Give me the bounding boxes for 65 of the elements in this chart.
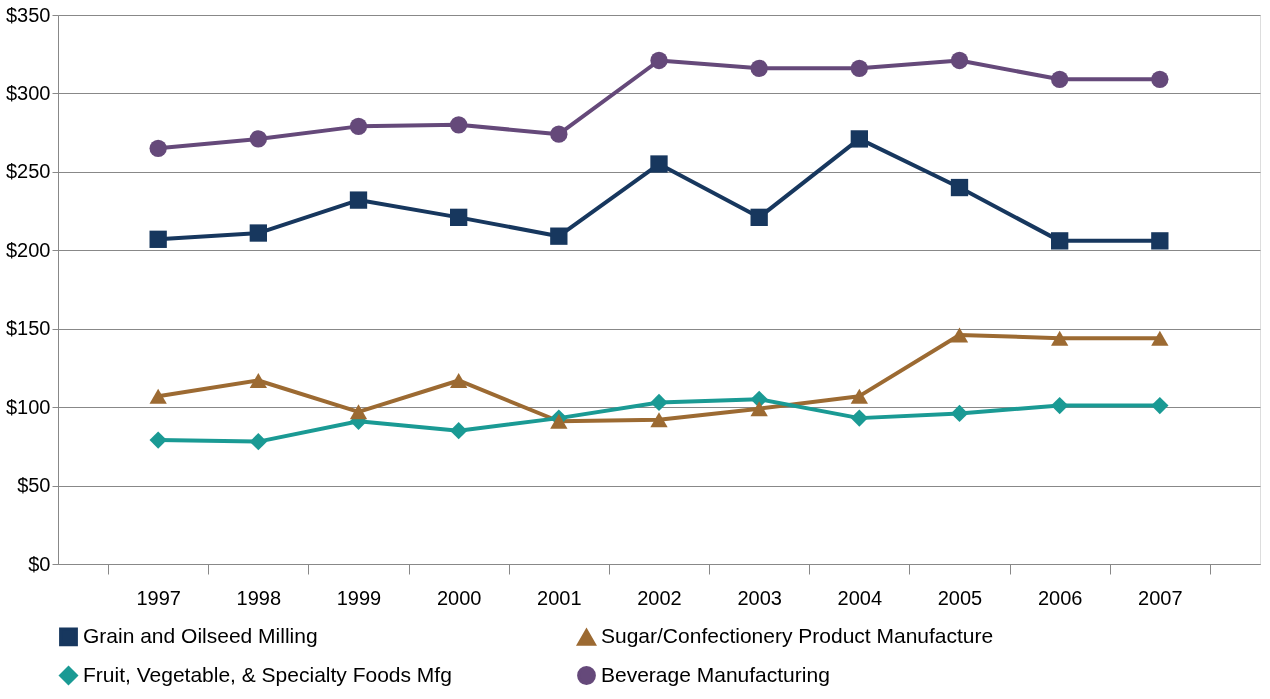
x-tick-label: 2007 [1138, 586, 1183, 609]
point [1051, 70, 1069, 88]
x-tick-label: 2002 [637, 586, 682, 609]
x-tick-label: 1998 [236, 586, 282, 609]
point [850, 59, 868, 77]
point [750, 390, 768, 408]
x-tick-label: 2004 [837, 586, 883, 609]
point [349, 117, 368, 136]
point [349, 404, 368, 420]
x-tick-label: 2005 [937, 586, 983, 609]
legend-label: Sugar/Confectionery Product Manufacture [601, 624, 994, 648]
point [1151, 330, 1169, 346]
x-tick-label: 2000 [436, 586, 482, 609]
point [249, 432, 267, 451]
point [950, 51, 969, 70]
point [750, 401, 768, 417]
point [1151, 396, 1169, 415]
y-tick-label: $100 [6, 395, 51, 418]
point [850, 409, 868, 427]
point [950, 327, 969, 343]
point [650, 412, 668, 428]
y-tick-label: $200 [6, 238, 51, 261]
point [950, 178, 969, 197]
point [650, 393, 668, 412]
point [149, 388, 167, 404]
point [1051, 330, 1069, 346]
point [1051, 396, 1069, 415]
x-tick-label: 1997 [136, 586, 181, 609]
point [249, 224, 267, 242]
x-tick-label: 2001 [537, 586, 582, 609]
x-tick-label: 1999 [336, 586, 382, 609]
point [750, 59, 768, 77]
point [1051, 232, 1069, 250]
legend-label: Grain and Oilseed Milling [83, 623, 318, 647]
point [450, 372, 468, 388]
point [550, 413, 568, 429]
point [1151, 70, 1169, 88]
x-tick-label: 2003 [737, 586, 782, 609]
point [850, 388, 868, 404]
y-tick-label: $300 [6, 81, 51, 104]
point [950, 404, 969, 423]
point [650, 51, 668, 70]
point [249, 372, 267, 388]
point [850, 130, 868, 148]
legend-label: Fruit, Vegetable, & Specialty Foods Mfg [83, 662, 452, 686]
x-tick-label: 2006 [1037, 586, 1083, 609]
point [650, 155, 668, 173]
y-tick-label: $150 [6, 317, 51, 340]
point [149, 230, 167, 248]
point [450, 422, 468, 440]
legend-label: Beverage Manufacturing [601, 662, 830, 686]
point [550, 125, 568, 143]
point [550, 227, 568, 245]
y-tick-label: $250 [6, 160, 51, 183]
y-tick-label: $0 [28, 552, 51, 575]
point [149, 139, 167, 157]
point [450, 116, 468, 134]
point [249, 130, 267, 148]
point [349, 191, 368, 209]
point [450, 208, 468, 227]
point [1151, 232, 1169, 250]
point [750, 208, 768, 227]
point [149, 431, 167, 449]
y-tick-label: $350 [6, 3, 51, 26]
y-tick-label: $50 [17, 474, 51, 497]
